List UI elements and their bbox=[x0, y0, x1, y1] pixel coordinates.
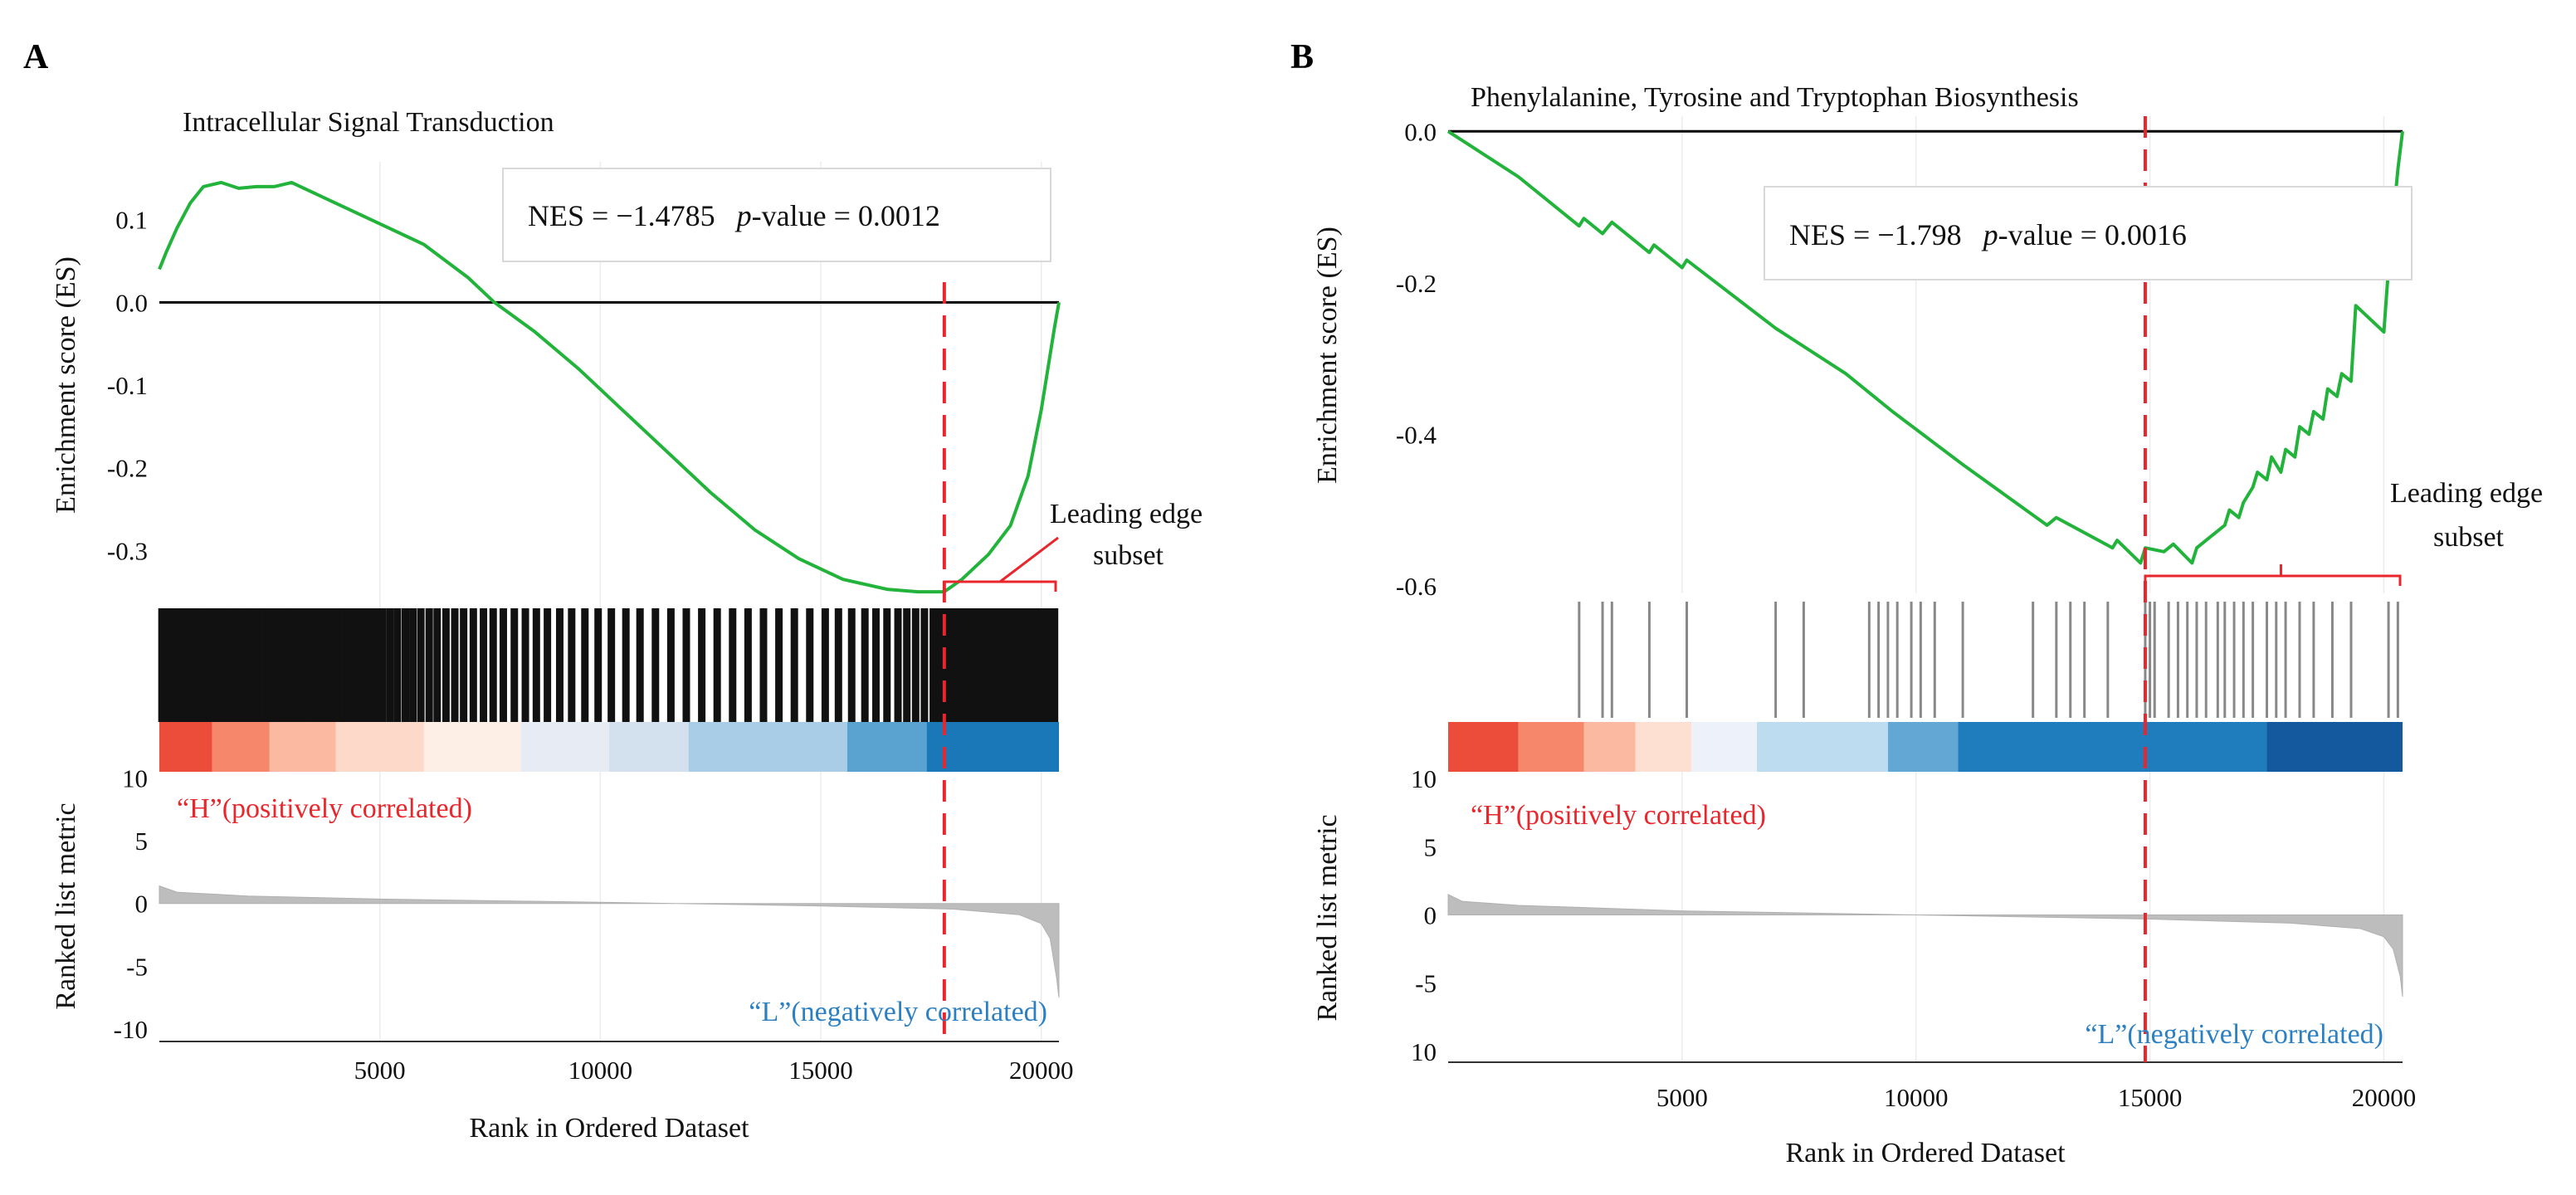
panel-letter: A bbox=[23, 38, 49, 76]
color-bar-segment bbox=[688, 722, 847, 772]
leading-edge-label: Leading edge bbox=[1050, 499, 1203, 529]
x-tick-label: 15000 bbox=[788, 1056, 853, 1085]
panel-b: B Phenylalanine, Tyrosine and Tryptophan … bbox=[1290, 38, 2543, 1168]
nes-value: NES = −1.798 bbox=[1789, 218, 1962, 251]
x-tick-label: 5000 bbox=[354, 1056, 406, 1085]
barcode-hits bbox=[1578, 602, 2399, 718]
leading-edge-label-2: subset bbox=[2433, 522, 2505, 553]
metric-axis-label: Ranked list metric bbox=[51, 802, 81, 1009]
color-bar-segment bbox=[2266, 722, 2403, 772]
es-tick-label: -0.4 bbox=[1396, 420, 1437, 449]
metric-tick-label: 10 bbox=[1411, 764, 1437, 793]
metric-tick-label: -5 bbox=[1415, 969, 1437, 998]
pvalue-prefix: p bbox=[1981, 218, 1998, 251]
leading-edge-pointer bbox=[999, 536, 1059, 583]
color-bar-segment bbox=[1691, 722, 1758, 772]
es-tick-label: -0.1 bbox=[107, 371, 148, 400]
color-bar-segment bbox=[269, 722, 336, 772]
negative-correlation-label: “L”(negatively correlated) bbox=[749, 997, 1047, 1027]
nes-value: NES = −1.4785 bbox=[528, 199, 715, 232]
es-axis-label: Enrichment score (ES) bbox=[51, 256, 81, 514]
x-tick-label: 20000 bbox=[2352, 1083, 2417, 1112]
pvalue-value: -value = 0.0016 bbox=[1998, 218, 2187, 251]
metric-tick-label: 5 bbox=[135, 827, 149, 856]
metric-tick-label: -5 bbox=[126, 952, 148, 981]
color-bar-segment bbox=[1757, 722, 1888, 772]
panel-letter: B bbox=[1290, 38, 1314, 76]
nes-text: NES = −1.798 p-value = 0.0016 bbox=[1789, 218, 2187, 251]
es-tick-label: -0.2 bbox=[107, 454, 148, 483]
metric-tick-label: 10 bbox=[1411, 1037, 1437, 1066]
x-tick-label: 20000 bbox=[1009, 1056, 1074, 1085]
es-tick-label: 0.1 bbox=[115, 206, 148, 235]
color-bar-segment bbox=[1958, 722, 2267, 772]
metric-tick-label: 0 bbox=[135, 890, 149, 919]
x-tick-label: 5000 bbox=[1656, 1083, 1708, 1112]
color-bar-segment bbox=[846, 722, 927, 772]
leading-edge-bracket bbox=[943, 580, 1057, 592]
nes-box bbox=[1764, 186, 2413, 280]
nes-box bbox=[502, 168, 1051, 262]
es-tick-label: -0.3 bbox=[107, 536, 148, 565]
color-bar-segment bbox=[212, 722, 270, 772]
color-bar-segment bbox=[1583, 722, 1636, 772]
x-tick-label: 10000 bbox=[568, 1056, 633, 1085]
es-curve bbox=[158, 180, 1061, 594]
panel-a: A Intracellular Signal Transduction 0.1 0.0… bbox=[23, 38, 1203, 1144]
ranked-metric-area bbox=[159, 885, 1060, 998]
color-bar-segment bbox=[1635, 722, 1692, 772]
metric-tick-label: 0 bbox=[1424, 901, 1437, 930]
pvalue-value: -value = 0.0012 bbox=[752, 199, 940, 232]
metric-axis-label: Ranked list metric bbox=[1312, 814, 1343, 1021]
color-bar-segment bbox=[423, 722, 521, 772]
color-bar-segment bbox=[609, 722, 689, 772]
es-tick-label: -0.2 bbox=[1396, 269, 1437, 298]
metric-tick-label: 5 bbox=[1424, 832, 1437, 861]
ranked-metric-area bbox=[1447, 894, 2403, 997]
es-axis-label: Enrichment score (ES) bbox=[1312, 227, 1343, 484]
leading-edge-label: Leading edge bbox=[2390, 478, 2543, 509]
nes-text: NES = −1.4785 p-value = 0.0012 bbox=[528, 199, 940, 232]
color-bar-segment bbox=[926, 722, 1059, 772]
x-axis-label: Rank in Ordered Dataset bbox=[469, 1113, 749, 1144]
chart-title: Phenylalanine, Tyrosine and Tryptophan B… bbox=[1471, 82, 2079, 113]
color-bar-segment bbox=[1518, 722, 1584, 772]
color-bar-segment bbox=[159, 722, 212, 772]
leading-edge-label-2: subset bbox=[1093, 540, 1164, 571]
es-tick-label: 0.0 bbox=[115, 288, 148, 317]
es-curve bbox=[1447, 129, 2404, 565]
pvalue-prefix: p bbox=[734, 199, 752, 232]
metric-tick-label: 10 bbox=[122, 764, 148, 793]
color-bar-segment bbox=[1448, 722, 1519, 772]
leading-edge-bracket bbox=[2144, 574, 2402, 586]
es-tick-label: -0.6 bbox=[1396, 572, 1437, 601]
color-bar-segment bbox=[520, 722, 609, 772]
color-bar-segment bbox=[1887, 722, 1959, 772]
x-tick-label: 10000 bbox=[1884, 1083, 1949, 1112]
x-tick-label: 15000 bbox=[2118, 1083, 2183, 1112]
color-bar-segment bbox=[335, 722, 424, 772]
chart-title: Intracellular Signal Transduction bbox=[183, 107, 554, 138]
x-axis-label: Rank in Ordered Dataset bbox=[1785, 1138, 2066, 1168]
es-tick-label: 0.0 bbox=[1404, 117, 1437, 146]
metric-tick-label: -10 bbox=[114, 1015, 148, 1044]
positive-correlation-label: “H”(positively correlated) bbox=[1471, 800, 1766, 831]
barcode-hits bbox=[158, 608, 1059, 722]
negative-correlation-label: “L”(negatively correlated) bbox=[2085, 1019, 2383, 1050]
positive-correlation-label: “H”(positively correlated) bbox=[177, 793, 472, 824]
